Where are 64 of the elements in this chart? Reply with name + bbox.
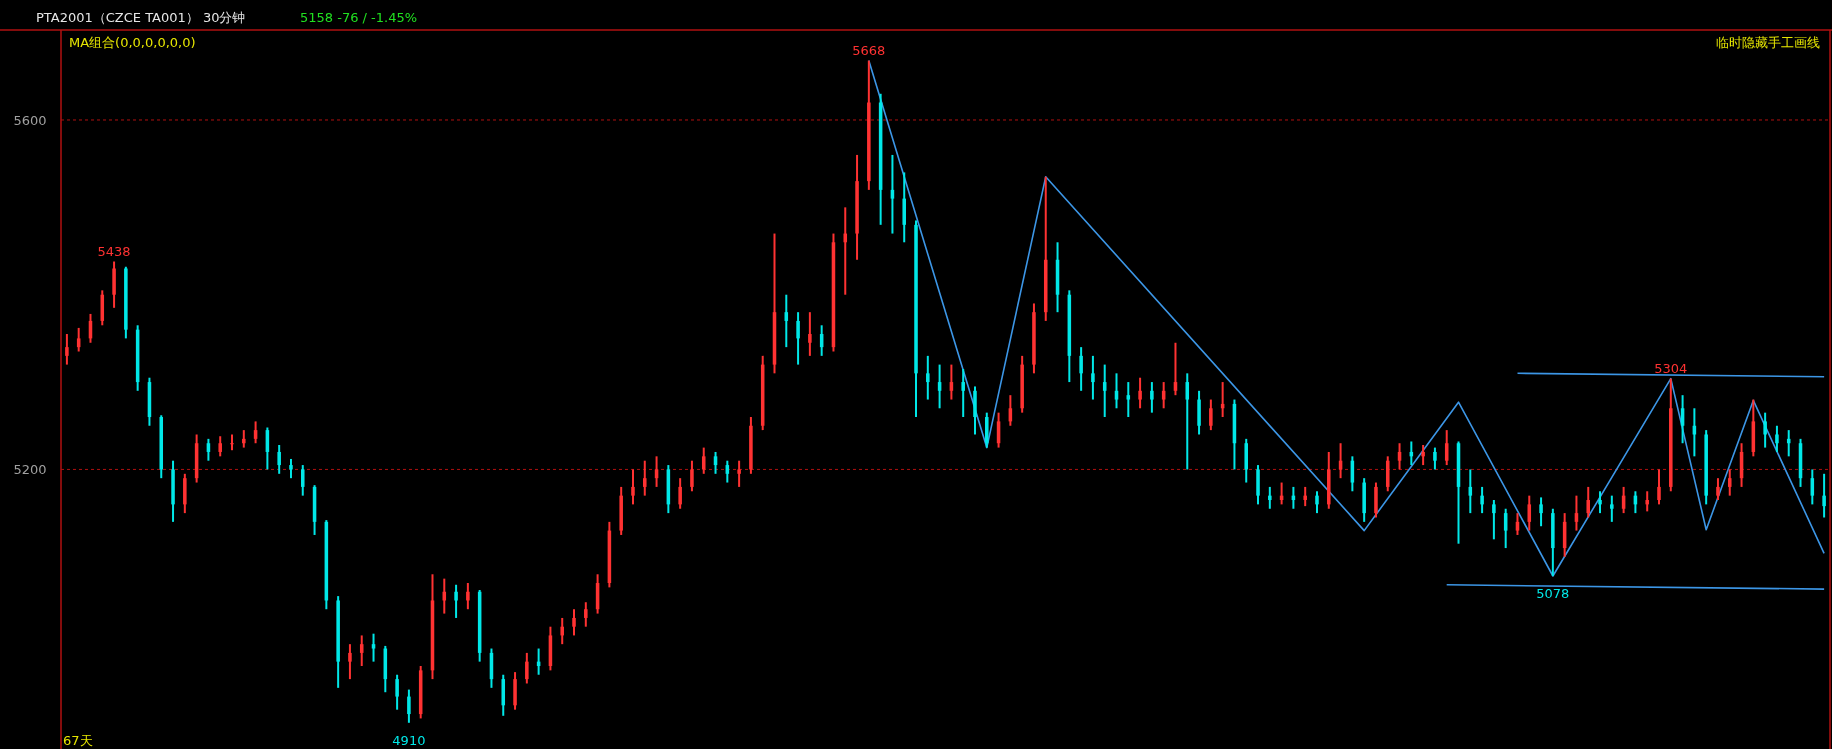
candlestick <box>796 311 800 366</box>
candlestick <box>65 333 69 366</box>
candlestick <box>1268 485 1272 510</box>
candlestick <box>1610 494 1614 523</box>
candlestick <box>690 459 694 493</box>
chart-title: PTA2001（CZCE TA001） 30分钟 <box>36 10 246 25</box>
candlestick <box>1185 372 1190 471</box>
candlestick <box>1433 446 1437 471</box>
candlestick <box>230 433 234 452</box>
annotation: 5304 <box>1654 360 1688 376</box>
candlestick <box>300 464 305 497</box>
candlestick <box>1079 346 1083 392</box>
candlestick <box>1126 381 1131 419</box>
candlestick <box>1775 424 1779 453</box>
candlestick <box>1480 485 1484 515</box>
annotation: 5668 <box>852 42 886 58</box>
candlestick <box>348 643 352 681</box>
candlestick <box>289 457 293 480</box>
candlestick <box>1492 499 1496 541</box>
candlestick <box>631 468 635 506</box>
candlestick <box>218 435 222 458</box>
candlestick <box>1822 472 1826 519</box>
annotation: 67天 <box>63 733 93 748</box>
annotation: MA组合(0,0,0,0,0,0) <box>69 35 196 50</box>
candlestick <box>1138 376 1142 410</box>
candlestick <box>678 477 682 510</box>
candlestick <box>1303 485 1307 508</box>
candlestick <box>407 688 411 724</box>
candlestick <box>643 459 647 497</box>
annotation: 4910 <box>392 732 426 748</box>
candlestick <box>466 582 470 611</box>
candlestick <box>1586 485 1591 519</box>
candlestick <box>1598 490 1602 515</box>
candlestick <box>1315 490 1319 515</box>
annotation: 5438 <box>97 243 131 259</box>
candlestick <box>1716 477 1720 502</box>
chart-subtitle: 5158 -76 / -1.45% <box>300 10 418 25</box>
candlestick <box>701 446 706 475</box>
candlestick <box>277 443 281 475</box>
candlestick <box>843 206 848 296</box>
candlestick <box>1727 468 1732 497</box>
candlestick <box>961 367 965 419</box>
candlestick <box>808 311 812 357</box>
candlestick <box>584 601 588 628</box>
candlestick <box>525 651 529 685</box>
candlestick <box>1539 496 1543 528</box>
annotation: 5078 <box>1536 586 1570 602</box>
candlestick <box>1421 443 1425 467</box>
candlestick <box>371 632 376 663</box>
candlestick <box>1645 490 1649 513</box>
candlestick <box>454 583 458 619</box>
candlestick <box>560 616 564 646</box>
candlestick <box>395 673 399 711</box>
y-tick-label: 5200 <box>13 462 47 478</box>
candlestick <box>1091 354 1095 401</box>
candlestick <box>1209 398 1213 432</box>
candlestick <box>737 459 741 488</box>
candlestick <box>1657 468 1661 506</box>
y-tick-label: 5600 <box>13 112 47 128</box>
candlestick <box>1763 411 1767 449</box>
annotation: 临时隐藏手工画线 <box>1716 35 1820 50</box>
candlestick <box>1150 381 1154 414</box>
candlestick <box>572 608 576 637</box>
candlestick <box>926 354 930 401</box>
